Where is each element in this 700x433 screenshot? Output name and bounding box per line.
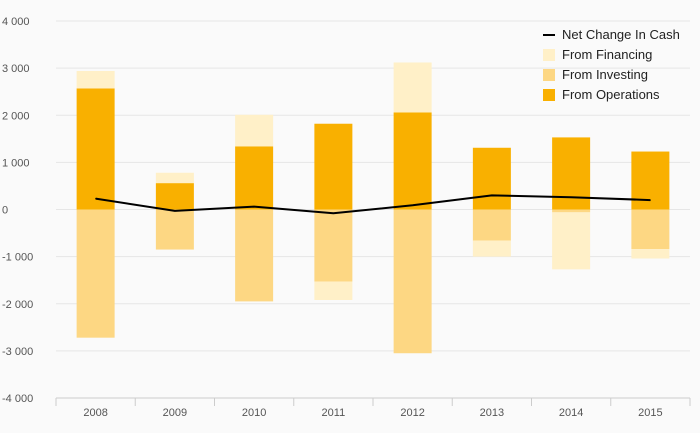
y-tick-label: 0: [2, 205, 8, 217]
point-net-change-in-cash: [174, 210, 176, 212]
x-tick-label: 2010: [242, 407, 266, 419]
point-net-change-in-cash: [253, 206, 255, 208]
legend-label: From Financing: [562, 47, 652, 62]
x-tick-label: 2012: [400, 407, 424, 419]
legend-item: From Investing: [543, 67, 648, 82]
bar-from-operations: [393, 112, 432, 210]
axis-layer: 4 000 3 000 2 000 1 000 0 -1 000 -2 000 -3 000 -…: [2, 16, 691, 419]
bar-from-investing: [552, 209, 591, 213]
y-tick-label: 1 000: [2, 157, 30, 169]
point-net-change-in-cash: [95, 198, 97, 200]
x-tick-label: 2015: [638, 407, 662, 419]
bar-from-financing: [76, 70, 115, 89]
bar-from-financing: [472, 240, 511, 257]
bars-layer: [76, 62, 670, 354]
bar-from-financing: [631, 249, 670, 259]
legend-label: From Investing: [562, 67, 648, 82]
legend: Net Change In Cash From Financing From Inv…: [543, 27, 680, 102]
legend-swatch: [543, 49, 555, 61]
y-tick-label: -2 000: [2, 299, 33, 311]
bar-from-operations: [76, 88, 115, 210]
point-net-change-in-cash: [412, 204, 414, 206]
x-tick-label: 2008: [83, 407, 107, 419]
point-net-change-in-cash: [332, 212, 334, 214]
y-tick-label: 4 000: [2, 16, 30, 28]
bar-from-operations: [631, 151, 670, 210]
point-net-change-in-cash: [491, 194, 493, 196]
y-tick-label: -3 000: [2, 346, 33, 358]
legend-label: Net Change In Cash: [562, 27, 680, 42]
bar-from-investing: [472, 209, 511, 241]
bar-from-operations: [314, 123, 353, 210]
bar-from-investing: [631, 209, 670, 250]
y-tick-label: 3 000: [2, 63, 30, 75]
point-net-change-in-cash: [649, 199, 651, 201]
point-net-change-in-cash: [570, 196, 572, 198]
x-tick-label: 2009: [163, 407, 187, 419]
bar-from-investing: [155, 209, 194, 250]
legend-item: From Financing: [543, 47, 652, 62]
legend-item: Net Change In Cash: [543, 27, 680, 42]
bar-from-financing: [155, 172, 194, 184]
bar-from-operations: [472, 147, 511, 210]
line-layer: [95, 194, 651, 215]
bar-from-investing: [235, 209, 274, 302]
line-net-change-in-cash: [95, 194, 651, 215]
bar-from-financing: [552, 212, 591, 270]
legend-swatch: [543, 69, 555, 81]
x-tick-label: 2013: [480, 407, 504, 419]
legend-item: From Operations: [543, 87, 660, 102]
x-tick-label: 2014: [559, 407, 583, 419]
legend-swatch: [543, 89, 555, 101]
bar-from-operations: [235, 146, 274, 210]
bar-from-operations: [155, 183, 194, 210]
y-tick-label: -1 000: [2, 252, 33, 264]
bar-from-investing: [393, 209, 432, 354]
y-tick-label: 2 000: [2, 110, 30, 122]
bar-from-financing: [235, 114, 274, 147]
bar-from-financing: [314, 281, 353, 300]
bar-from-financing: [393, 62, 432, 113]
bar-from-investing: [314, 209, 353, 282]
y-tick-label: -4 000: [2, 393, 33, 405]
bar-from-investing: [76, 209, 115, 338]
x-tick-label: 2011: [322, 407, 346, 419]
legend-label: From Operations: [562, 87, 660, 102]
